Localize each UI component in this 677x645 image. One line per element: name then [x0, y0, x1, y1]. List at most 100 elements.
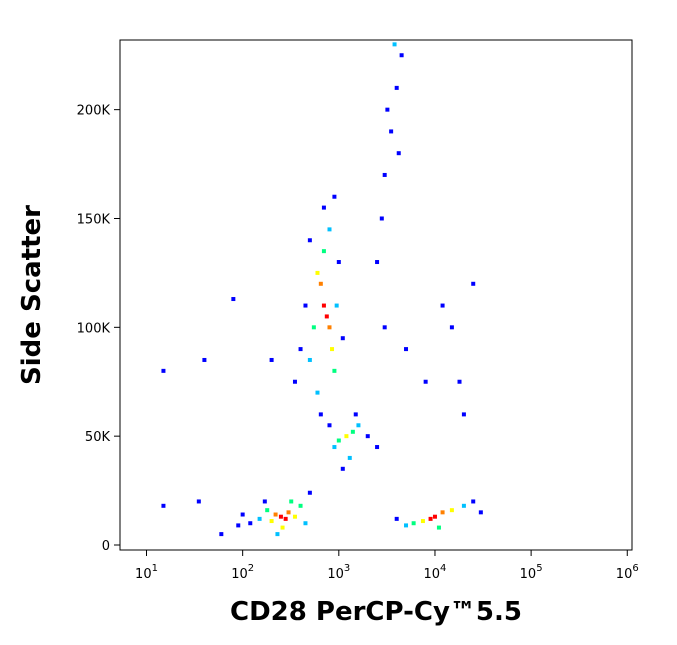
event-dot: [471, 499, 476, 504]
event-dot: [275, 532, 280, 537]
x-tick-base: 10: [231, 567, 248, 582]
event-dot: [269, 519, 274, 524]
event-dot: [461, 412, 466, 417]
x-tick-exponent: 2: [248, 563, 254, 574]
event-dot: [219, 532, 224, 537]
x-tick-label: 101: [135, 563, 158, 582]
event-dot: [340, 466, 345, 471]
x-tick-base: 10: [616, 567, 633, 582]
event-dot: [298, 347, 303, 352]
event-dot: [423, 379, 428, 384]
event-dot: [292, 514, 297, 519]
y-tick-label: 100K: [77, 321, 111, 336]
event-dot: [280, 525, 285, 530]
event-dot: [356, 423, 361, 428]
x-tick-exponent: 4: [440, 563, 446, 574]
event-dot: [327, 423, 332, 428]
event-dot: [315, 270, 320, 275]
x-tick-base: 10: [135, 567, 152, 582]
event-dot: [321, 205, 326, 210]
event-dot: [394, 516, 399, 521]
event-dot: [382, 325, 387, 330]
event-dot: [392, 42, 397, 47]
event-dot: [396, 151, 401, 156]
event-dot: [334, 303, 339, 308]
x-tick-exponent: 6: [632, 563, 638, 574]
y-tick-label: 150K: [77, 212, 111, 227]
event-dot: [404, 347, 409, 352]
event-dot: [248, 521, 253, 526]
event-dot: [311, 325, 316, 330]
x-tick-base: 10: [520, 567, 537, 582]
event-dot: [307, 238, 312, 243]
event-dot: [307, 357, 312, 362]
y-tick-label: 0: [102, 539, 110, 554]
event-dot: [471, 281, 476, 286]
event-dot: [375, 445, 380, 450]
event-dot: [298, 503, 303, 508]
event-dot: [394, 85, 399, 90]
event-dot: [307, 490, 312, 495]
event-dot: [240, 512, 245, 517]
event-dot: [436, 525, 441, 530]
event-dot: [318, 281, 323, 286]
event-dot: [336, 438, 341, 443]
y-axis-title: Side Scatter: [17, 205, 47, 385]
event-dot: [389, 129, 394, 134]
event-dot: [350, 429, 355, 434]
y-tick-label: 200K: [77, 104, 111, 119]
event-dot: [318, 412, 323, 417]
x-tick-base: 10: [327, 567, 344, 582]
event-dot: [440, 510, 445, 515]
x-tick-label: 103: [327, 563, 350, 582]
event-dot: [420, 519, 425, 524]
event-dot: [231, 297, 236, 302]
event-dot: [385, 107, 390, 112]
event-dot: [321, 303, 326, 308]
event-dot: [428, 516, 433, 521]
event-dot: [478, 510, 483, 515]
event-dot: [440, 303, 445, 308]
event-dot: [273, 512, 278, 517]
event-dot: [353, 412, 358, 417]
x-tick-label: 104: [424, 563, 447, 582]
event-dot: [461, 503, 466, 508]
event-dot: [332, 194, 337, 199]
event-dot: [315, 390, 320, 395]
event-dot: [202, 357, 207, 362]
event-dot: [449, 508, 454, 513]
event-dot: [286, 510, 291, 515]
event-dot: [161, 368, 166, 373]
event-dot: [332, 368, 337, 373]
event-dot: [292, 379, 297, 384]
event-dot: [449, 325, 454, 330]
event-dot: [336, 260, 341, 265]
x-tick-exponent: 5: [536, 563, 542, 574]
event-dot: [347, 455, 352, 460]
event-dot: [321, 249, 326, 254]
event-dot: [257, 516, 262, 521]
event-dot: [340, 336, 345, 341]
event-dot: [327, 325, 332, 330]
event-dot: [330, 347, 335, 352]
event-dot: [262, 499, 267, 504]
event-dot: [283, 516, 288, 521]
event-dot: [303, 521, 308, 526]
event-dot: [289, 499, 294, 504]
y-tick-label: 50K: [85, 430, 111, 445]
event-dot: [379, 216, 384, 221]
x-tick-base: 10: [424, 567, 441, 582]
event-dot: [236, 523, 241, 528]
event-dot: [382, 172, 387, 177]
event-dot: [375, 260, 380, 265]
event-dot: [196, 499, 201, 504]
x-tick-label: 106: [616, 563, 639, 582]
event-dot: [399, 53, 404, 58]
event-dot: [161, 503, 166, 508]
event-dot: [324, 314, 329, 319]
event-dot: [404, 523, 409, 528]
event-dot: [411, 521, 416, 526]
x-tick-exponent: 1: [152, 563, 158, 574]
event-dot: [344, 434, 349, 439]
x-tick-label: 102: [231, 563, 254, 582]
